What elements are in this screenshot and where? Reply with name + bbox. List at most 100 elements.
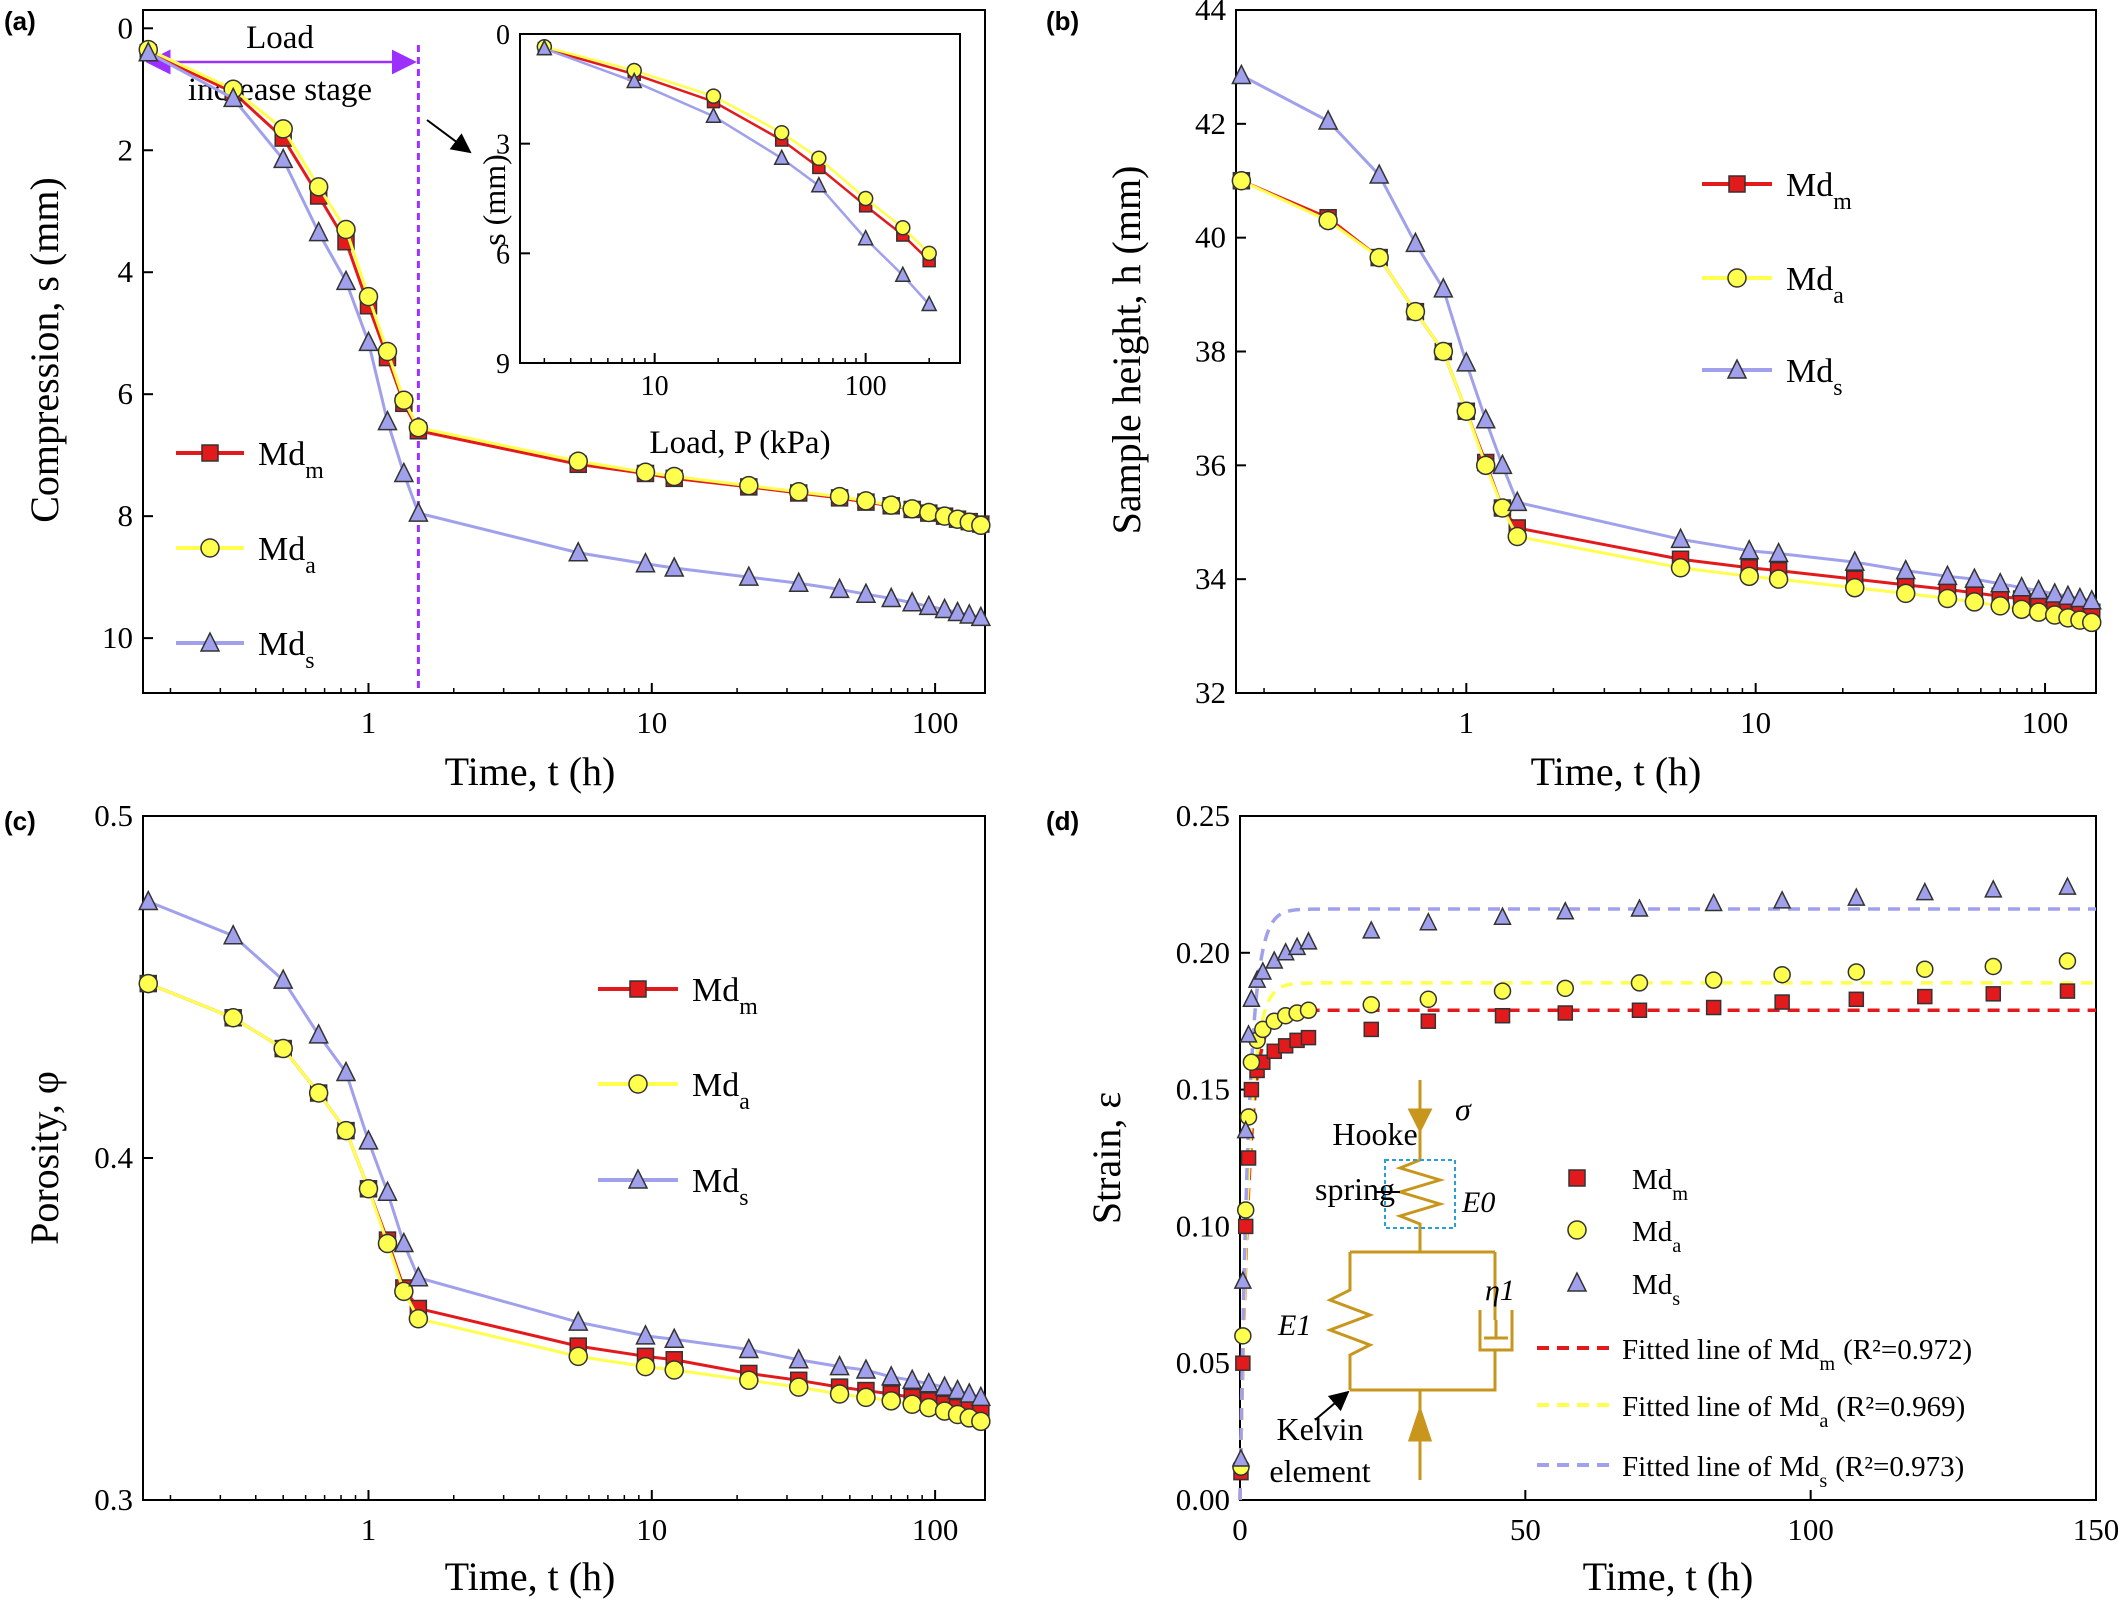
- d-point-Md_s: [1242, 988, 1261, 1008]
- b-point-Md_s: [2081, 589, 2102, 610]
- b-ytick-label: 42: [1195, 106, 1226, 141]
- b-point-Md_s: [1895, 558, 1916, 580]
- d-point-Md_s: [1231, 1448, 1251, 1467]
- c-point-Md_a: [856, 1387, 876, 1408]
- a-point-Md_a: [919, 502, 939, 523]
- d-point-Md_s: [2058, 876, 2077, 895]
- a-xtick-label: 10: [636, 705, 667, 740]
- inset-point-Md_s: [773, 148, 790, 166]
- a-point-Md_s: [855, 582, 877, 603]
- panel-b-sample-height: 1 10 100 32 34 36 38 40 42 44 Sample height, h (m…: [1104, 0, 2102, 794]
- inset-line-Md_s: [543, 47, 931, 306]
- panel-a-axes: [142, 9, 986, 694]
- kelvin-spring-icon: [1325, 1250, 1497, 1390]
- c-point-Md_s: [138, 889, 159, 911]
- legend-sub-Md_m: m: [739, 994, 758, 1020]
- a-point-Md_s: [934, 597, 955, 619]
- b-point-Md_a: [1318, 210, 1338, 231]
- legend-marker-Md_m: [1568, 1169, 1586, 1187]
- a-point-Md_s: [788, 571, 809, 592]
- c-point-Md_a: [394, 1281, 414, 1302]
- b-point-Md_a: [1845, 577, 1865, 598]
- d-point-Md_s: [1847, 887, 1866, 906]
- legend-marker-Md_a: [200, 538, 220, 558]
- b-point-Md_s: [1990, 572, 2011, 593]
- d-ytick-label: 0.15: [1176, 1072, 1230, 1107]
- a-point-Md_s: [970, 605, 992, 627]
- a-point-Md_a: [358, 286, 379, 307]
- c-point-Md_a: [829, 1384, 850, 1404]
- d-point-Md_s: [1772, 890, 1792, 909]
- d-point-Md_a: [1704, 971, 1723, 989]
- inset-point-Md_s: [705, 106, 722, 123]
- b-xtick-label: 10: [1740, 705, 1771, 740]
- panel-d-xlabel: Time, t (h): [1583, 1554, 1754, 1599]
- panel-d-axes: [1239, 815, 2097, 1501]
- b-point-Md_s: [1507, 490, 1528, 512]
- legend-fit-r2-Md_s: (R²=0.973): [1835, 1451, 1964, 1483]
- panel-d-strain: 0 50 100 150 0.00 0.05 0.10 0.15 0.20 0.25 Strain…: [1084, 798, 2119, 1599]
- inset-ytick-label: 9: [496, 349, 510, 380]
- legend-fit-sub-Md_m: m: [1819, 1353, 1835, 1375]
- legend-sub-Md_s: s: [305, 648, 314, 674]
- inset-point-Md_a: [857, 190, 874, 207]
- b-xtick-label: 1: [1459, 705, 1475, 740]
- d-point-Md_m: [1494, 1007, 1511, 1024]
- a-point-Md_a: [408, 417, 429, 438]
- legend-label-Md_m: Mdm: [1632, 1164, 1688, 1205]
- a-point-Md_a: [308, 177, 329, 197]
- b-point-Md_a: [2081, 612, 2102, 633]
- d-xtick-label: 0: [1232, 1512, 1248, 1547]
- c-point-Md_a: [377, 1233, 398, 1254]
- c-point-Md_s: [934, 1375, 955, 1396]
- legend-marker-Md_a: [1567, 1220, 1587, 1240]
- a-point-Md_s: [881, 586, 902, 608]
- c-point-Md_s: [635, 1324, 656, 1345]
- d-point-Md_s: [1984, 879, 2003, 898]
- d-point-Md_m: [1848, 991, 1865, 1008]
- d-point-Md_s: [1630, 898, 1649, 917]
- legend-marker-Md_s: [1726, 358, 1748, 379]
- b-point-Md_s: [1405, 231, 1426, 253]
- hooke-spring-box: [1384, 1159, 1456, 1229]
- c-point-Md_s: [918, 1372, 940, 1393]
- a-point-Md_a: [971, 515, 991, 536]
- d-ytick-label: 0.05: [1176, 1345, 1230, 1380]
- a-point-Md_a: [829, 486, 850, 507]
- d-point-Md_s: [1419, 912, 1438, 931]
- b-point-Md_a: [1456, 401, 1477, 422]
- inset-point-Md_a: [811, 150, 827, 167]
- d-point-Md_s: [1362, 920, 1381, 939]
- a-point-Md_s: [635, 552, 656, 573]
- inset-pointer-arrow: [426, 119, 472, 154]
- a-point-Md_s: [377, 409, 398, 431]
- fit-line-Md_s: [1238, 907, 2096, 1501]
- d-point-Md_a: [1493, 982, 1512, 1000]
- b-ytick-label: 36: [1195, 447, 1226, 482]
- inset-axes: [519, 33, 961, 364]
- d-ytick-label: 0.25: [1176, 798, 1230, 833]
- d-point-Md_a: [2058, 952, 2077, 970]
- legend-fit-label-Md_a: Fitted line of Mda (R²=0.969): [1622, 1391, 1965, 1432]
- legend-sub-Md_s: s: [1672, 1288, 1680, 1310]
- c-point-Md_s: [358, 1129, 379, 1150]
- bottom-force-arrow: [1407, 1405, 1433, 1442]
- b-point-Md_s: [1768, 541, 1789, 563]
- c-ytick-label: 0.4: [94, 1140, 133, 1175]
- b-point-Md_a: [1369, 247, 1389, 268]
- legend-marker-Md_a: [1727, 268, 1747, 288]
- panel-b-legend: Mdm Mda Mds: [1702, 167, 1852, 401]
- b-point-Md_a: [1475, 455, 1496, 476]
- legend-label-Md_m: Mdm: [258, 436, 324, 484]
- d-point-Md_m: [1774, 994, 1790, 1010]
- c-point-Md_s: [738, 1337, 760, 1359]
- hooke-label-2: spring: [1315, 1171, 1395, 1207]
- b-point-Md_a: [1768, 569, 1789, 589]
- c-point-Md_s: [568, 1310, 589, 1331]
- inset-point-Md_a: [895, 219, 911, 236]
- d-point-Md_s: [1915, 881, 1935, 901]
- hooke-label-1: Hooke: [1332, 1116, 1417, 1152]
- d-point-Md_s: [1253, 961, 1273, 980]
- a-xtick-label: 1: [361, 705, 377, 740]
